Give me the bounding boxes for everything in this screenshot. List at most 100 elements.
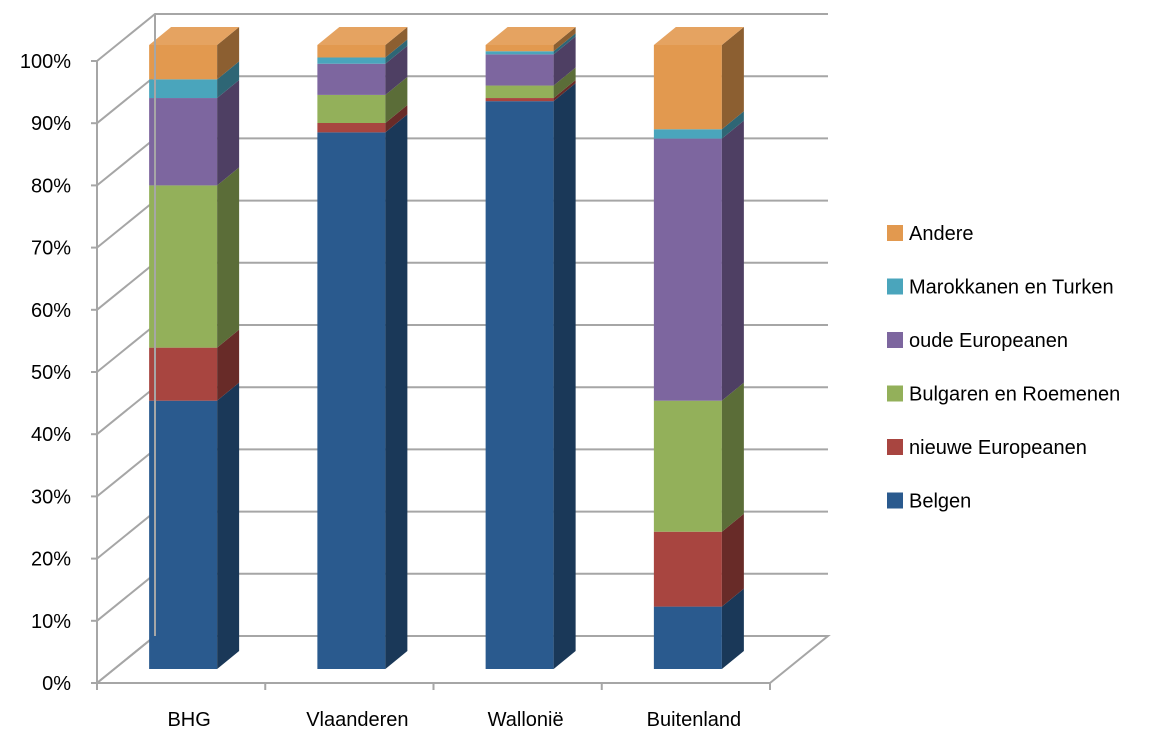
bar-top-face bbox=[149, 27, 240, 45]
bar-segment-wallonië-belgen bbox=[485, 83, 576, 669]
bar-front-face bbox=[485, 85, 554, 99]
x-axis-tick-labels: BHG Vlaanderen Wallonië Buitenland bbox=[167, 709, 741, 729]
bar-front-face bbox=[485, 101, 554, 669]
bar-segment-bhg-bulgaren-en-roemenen bbox=[149, 167, 240, 348]
legend-entry: oude Europeanen bbox=[887, 330, 1068, 352]
legend-entry: Marokkanen en Turken bbox=[887, 277, 1114, 299]
bar-side-face bbox=[385, 39, 408, 64]
legend: Andere Marokkanen en Turken oude Europeane… bbox=[887, 223, 1120, 513]
bar-top-face bbox=[485, 27, 576, 45]
bar-front-face bbox=[317, 45, 386, 58]
bar-front-face bbox=[149, 400, 218, 669]
bar-front-face bbox=[149, 185, 218, 348]
bar-segment-bhg-nieuwe-europeanen bbox=[149, 329, 240, 401]
bar-segment-vlaanderen-nieuwe-europeanen bbox=[317, 105, 408, 133]
legend-label: nieuwe Europeanen bbox=[909, 437, 1087, 459]
legend-swatch bbox=[887, 332, 903, 348]
bar-segment-buitenland-bulgaren-en-roemenen bbox=[653, 382, 744, 532]
legend-label: Belgen bbox=[909, 491, 971, 513]
bar-segment-buitenland-nieuwe-europeanen bbox=[653, 513, 744, 607]
bar-side-face bbox=[553, 83, 576, 669]
bar-side-face bbox=[217, 167, 240, 348]
bar-side-face bbox=[385, 114, 408, 670]
legend-swatch bbox=[887, 439, 903, 455]
bar-side-face bbox=[217, 382, 240, 669]
bar-front-face bbox=[485, 54, 554, 86]
y-tick-label: 60% bbox=[31, 300, 71, 322]
bar-side-face bbox=[721, 120, 744, 401]
bar-segment-buitenland-marokkanen-en-turken bbox=[653, 111, 744, 139]
bar-segment-bhg-belgen bbox=[149, 382, 240, 669]
axes bbox=[91, 14, 771, 690]
bar-segment-bhg-marokkanen-en-turken bbox=[149, 61, 240, 99]
bar-side-face bbox=[721, 111, 744, 139]
y-tick-label: 80% bbox=[31, 175, 71, 197]
bar-segment-vlaanderen-andere bbox=[317, 27, 408, 58]
bar-front-face bbox=[149, 79, 218, 99]
bar-segment-wallonië-nieuwe-europeanen bbox=[485, 80, 576, 102]
legend-entry: Andere bbox=[887, 223, 974, 245]
bar-segment-wallonië-bulgaren-en-roemenen bbox=[485, 67, 576, 99]
x-tick-label: BHG bbox=[167, 709, 210, 729]
legend-entry: Belgen bbox=[887, 491, 971, 513]
bar-segment-bhg-andere bbox=[149, 27, 240, 80]
bar-segment-vlaanderen-oude-europeanen bbox=[317, 45, 408, 95]
bar-side-face bbox=[385, 105, 408, 133]
bar-side-face bbox=[553, 67, 576, 99]
bar-segment-buitenland-andere bbox=[653, 27, 744, 130]
bar-side-face bbox=[217, 27, 240, 80]
bar-segment-bhg-oude-europeanen bbox=[149, 80, 240, 186]
bar-front-face bbox=[317, 63, 386, 95]
legend-swatch bbox=[887, 225, 903, 241]
bar-side-face bbox=[721, 382, 744, 532]
bar-side-face bbox=[217, 329, 240, 401]
legend-label: oude Europeanen bbox=[909, 330, 1068, 352]
y-tick-label: 40% bbox=[31, 424, 71, 446]
bar-top-face bbox=[317, 27, 408, 45]
bar-front-face bbox=[317, 57, 386, 64]
x-tick-label: Vlaanderen bbox=[306, 709, 408, 729]
bar-front-face bbox=[317, 123, 386, 133]
bar-front-face bbox=[149, 347, 218, 401]
bar-side-face bbox=[385, 76, 408, 123]
bar-side-face bbox=[217, 80, 240, 186]
bar-front-face bbox=[485, 98, 554, 102]
bar-front-face bbox=[149, 45, 218, 80]
bars bbox=[149, 27, 744, 670]
bar-front-face bbox=[653, 531, 722, 607]
y-axis-tick-labels: 0% 10% 20% 30% 40% 50% 60% 70% 80% 90% 100% bbox=[20, 51, 71, 695]
legend-swatch bbox=[887, 385, 903, 402]
bar-front-face bbox=[653, 606, 722, 669]
legend-label: Bulgaren en Roemenen bbox=[909, 384, 1120, 406]
legend-entry: Bulgaren en Roemenen bbox=[887, 384, 1120, 406]
bar-segment-wallonië-andere bbox=[485, 27, 576, 52]
y-tick-label: 100% bbox=[20, 51, 71, 73]
bar-side-face bbox=[217, 61, 240, 99]
x-tick-label: Buitenland bbox=[647, 709, 742, 729]
bar-segment-wallonië-oude-europeanen bbox=[485, 36, 576, 86]
bar-side-face bbox=[553, 36, 576, 86]
bar-front-face bbox=[653, 138, 722, 401]
legend-entry: nieuwe Europeanen bbox=[887, 437, 1087, 459]
y-tick-label: 0% bbox=[42, 673, 71, 695]
bar-segment-wallonië-marokkanen-en-turken bbox=[485, 33, 576, 55]
y-tick-label: 10% bbox=[31, 611, 71, 633]
bar-front-face bbox=[485, 51, 554, 55]
bar-front-face bbox=[653, 45, 722, 130]
bar-front-face bbox=[485, 45, 554, 52]
y-tick-label: 50% bbox=[31, 362, 71, 384]
legend-label: Marokkanen en Turken bbox=[909, 277, 1114, 299]
bar-top-face bbox=[653, 27, 744, 45]
bar-side-face bbox=[553, 27, 576, 52]
bar-segment-buitenland-belgen bbox=[653, 588, 744, 669]
bar-side-face bbox=[721, 588, 744, 669]
y-tick-label: 90% bbox=[31, 113, 71, 135]
bar-side-face bbox=[553, 33, 576, 55]
y-tick-label: 30% bbox=[31, 486, 71, 508]
bar-side-face bbox=[385, 45, 408, 95]
bar-segment-vlaanderen-marokkanen-en-turken bbox=[317, 39, 408, 64]
bar-front-face bbox=[653, 400, 722, 532]
bar-side-face bbox=[385, 27, 408, 58]
